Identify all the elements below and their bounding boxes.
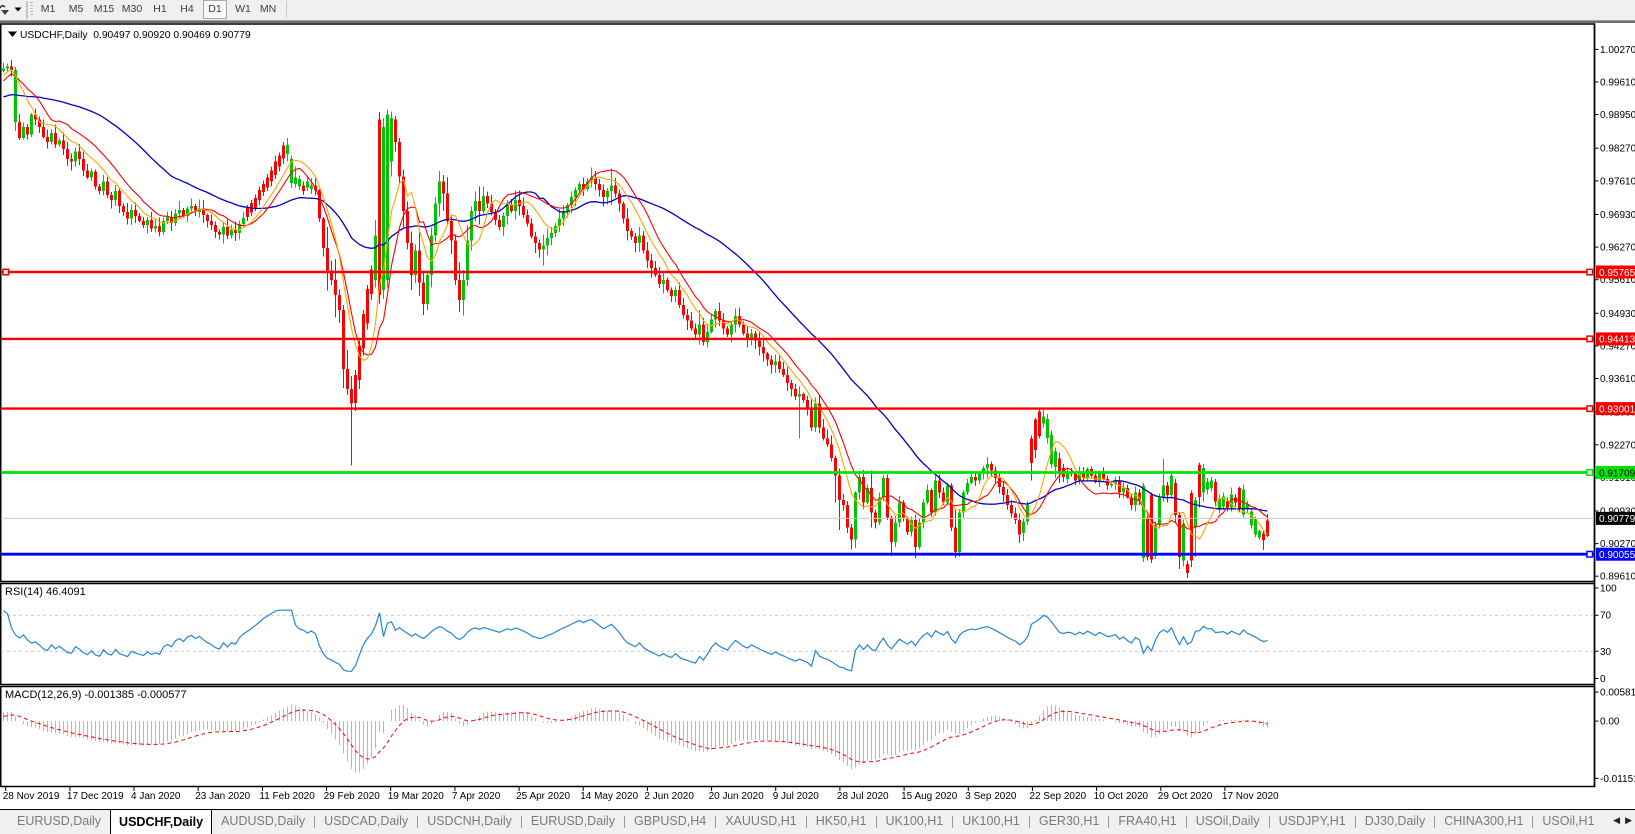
svg-text:15 Aug 2020: 15 Aug 2020 xyxy=(901,791,958,802)
svg-text:70: 70 xyxy=(1600,611,1612,622)
svg-text:0.00: 0.00 xyxy=(1600,717,1620,728)
svg-text:0.93001: 0.93001 xyxy=(1599,404,1635,415)
svg-text:20 Jun 2020: 20 Jun 2020 xyxy=(709,791,764,802)
svg-text:0.92270: 0.92270 xyxy=(1600,440,1635,451)
svg-text:0.91709: 0.91709 xyxy=(1599,468,1635,479)
svg-text:0.90055: 0.90055 xyxy=(1599,550,1635,561)
svg-text:10 Oct 2020: 10 Oct 2020 xyxy=(1094,791,1149,802)
svg-text:0.90270: 0.90270 xyxy=(1600,539,1635,550)
svg-text:MACD(12,26,9) -0.001385 -0.000: MACD(12,26,9) -0.001385 -0.000577 xyxy=(5,689,187,701)
svg-text:0.96930: 0.96930 xyxy=(1600,210,1635,221)
svg-text:23 Jan 2020: 23 Jan 2020 xyxy=(195,791,250,802)
svg-text:100: 100 xyxy=(1600,584,1617,595)
svg-text:0.98270: 0.98270 xyxy=(1600,144,1635,155)
svg-text:28 Nov 2019: 28 Nov 2019 xyxy=(3,791,60,802)
svg-text:0.95610: 0.95610 xyxy=(1600,275,1635,286)
svg-text:0.89610: 0.89610 xyxy=(1600,572,1635,583)
svg-text:0: 0 xyxy=(1600,674,1606,685)
svg-text:0.99610: 0.99610 xyxy=(1600,78,1635,89)
svg-text:1.00270: 1.00270 xyxy=(1600,45,1635,56)
svg-text:0.005818: 0.005818 xyxy=(1600,688,1635,699)
svg-text:29 Feb 2020: 29 Feb 2020 xyxy=(324,791,381,802)
svg-text:0.96270: 0.96270 xyxy=(1600,243,1635,254)
svg-text:7 Apr 2020: 7 Apr 2020 xyxy=(452,791,501,802)
svg-text:30: 30 xyxy=(1600,647,1612,658)
svg-text:4 Jan 2020: 4 Jan 2020 xyxy=(131,791,181,802)
svg-text:0.94413: 0.94413 xyxy=(1599,335,1635,346)
svg-text:22 Sep 2020: 22 Sep 2020 xyxy=(1029,791,1086,802)
svg-text:0.93610: 0.93610 xyxy=(1600,374,1635,385)
svg-text:28 Jul 2020: 28 Jul 2020 xyxy=(837,791,889,802)
svg-text:0.98950: 0.98950 xyxy=(1600,110,1635,121)
svg-text:0.90779: 0.90779 xyxy=(1599,514,1635,525)
svg-text:3 Sep 2020: 3 Sep 2020 xyxy=(965,791,1017,802)
svg-text:17 Nov 2020: 17 Nov 2020 xyxy=(1222,791,1279,802)
svg-text:2 Jun 2020: 2 Jun 2020 xyxy=(644,791,694,802)
svg-text:RSI(14) 46.4091: RSI(14) 46.4091 xyxy=(5,586,86,598)
svg-text:0.94930: 0.94930 xyxy=(1600,309,1635,320)
svg-text:11 Feb 2020: 11 Feb 2020 xyxy=(259,791,315,802)
svg-text:USDCHF,Daily 0.90497 0.90920: USDCHF,Daily 0.90497 0.90920 0.90469 0.9… xyxy=(20,30,251,41)
svg-text:17 Dec 2019: 17 Dec 2019 xyxy=(67,791,124,802)
svg-text:14 May 2020: 14 May 2020 xyxy=(580,791,638,802)
svg-text:9 Jul 2020: 9 Jul 2020 xyxy=(773,791,820,802)
svg-text:-0.011514: -0.011514 xyxy=(1600,774,1635,785)
svg-text:25 Apr 2020: 25 Apr 2020 xyxy=(516,791,570,802)
svg-text:0.94270: 0.94270 xyxy=(1600,341,1635,352)
svg-text:0.95765: 0.95765 xyxy=(1599,268,1635,279)
svg-text:29 Oct 2020: 29 Oct 2020 xyxy=(1158,791,1213,802)
svg-text:19 Mar 2020: 19 Mar 2020 xyxy=(388,791,445,802)
svg-text:0.97610: 0.97610 xyxy=(1600,176,1635,187)
